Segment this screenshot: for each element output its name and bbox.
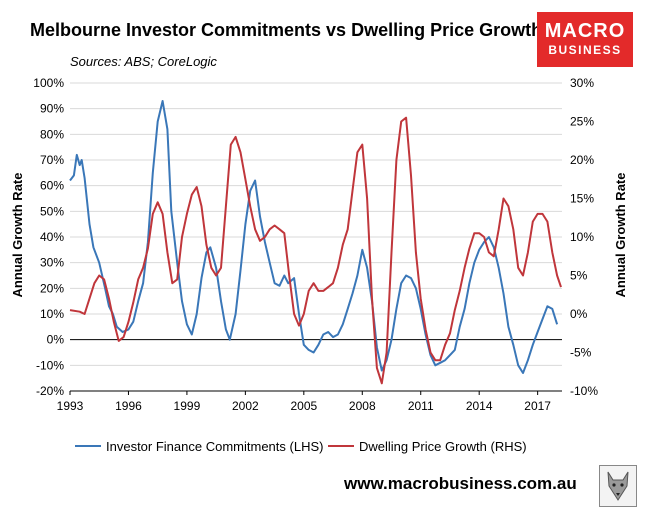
left-tick-label: 70%	[40, 153, 64, 167]
right-tick-label: 5%	[570, 269, 588, 283]
right-axis: -10% -5% 0% 5% 10% 15% 20% 25% 30%	[570, 76, 598, 398]
chart-subtitle: Sources: ABS; CoreLogic	[70, 54, 217, 69]
left-axis: -20% -10% 0% 10% 20% 30% 40% 50% 60% 70% 80% 90% 100…	[33, 76, 64, 398]
right-tick-label: 25%	[570, 115, 594, 129]
macrobusiness-logo: MACRO BUSINESS	[537, 12, 633, 67]
x-tick-label: 1999	[174, 399, 201, 413]
x-tick-label: 2002	[232, 399, 259, 413]
right-tick-label: 0%	[570, 307, 588, 321]
investor-commitments-line	[69, 100, 559, 374]
x-tick-label: 1996	[115, 399, 142, 413]
left-tick-label: 80%	[40, 127, 64, 141]
logo-line2: BUSINESS	[548, 43, 622, 57]
series-lines	[69, 100, 562, 385]
left-tick-label: 10%	[40, 307, 64, 321]
right-tick-label: 20%	[570, 153, 594, 167]
left-tick-label: 60%	[40, 179, 64, 193]
x-tick-label: 2011	[408, 399, 434, 413]
y-axis-label-left: Annual Growth Rate	[10, 173, 25, 298]
chart-title: Melbourne Investor Commitments vs Dwelli…	[30, 20, 543, 40]
right-tick-label: -5%	[570, 346, 592, 360]
x-tick-label: 2008	[349, 399, 376, 413]
legend-label: Investor Finance Commitments (LHS)	[106, 439, 323, 454]
wolf-logo-icon	[599, 465, 637, 507]
website-url[interactable]: www.macrobusiness.com.au	[344, 474, 577, 493]
legend-item-price: Dwelling Price Growth (RHS)	[328, 439, 527, 454]
left-tick-label: 20%	[40, 281, 64, 295]
left-tick-label: -10%	[36, 358, 64, 372]
left-tick-label: -20%	[36, 384, 64, 398]
dwelling-price-line	[69, 116, 562, 385]
x-tick-label: 2005	[290, 399, 317, 413]
left-tick-label: 30%	[40, 256, 64, 270]
legend-label: Dwelling Price Growth (RHS)	[359, 439, 527, 454]
logo-line1: MACRO	[544, 20, 626, 42]
x-tick-label: 1993	[57, 399, 84, 413]
y-axis-label-right: Annual Growth Rate	[613, 173, 628, 298]
left-tick-label: 40%	[40, 230, 64, 244]
right-tick-label: 10%	[570, 230, 594, 244]
legend: Investor Finance Commitments (LHS) Dwelli…	[75, 439, 527, 454]
x-axis: 1993 1996 1999 2002 2005 2008 2011 2014 2017	[57, 390, 562, 413]
right-tick-label: 15%	[570, 192, 594, 206]
x-tick-label: 2014	[466, 399, 493, 413]
left-tick-label: 100%	[33, 76, 64, 90]
left-tick-label: 50%	[40, 204, 64, 218]
left-tick-label: 0%	[47, 333, 65, 347]
legend-item-investor: Investor Finance Commitments (LHS)	[75, 439, 323, 454]
right-tick-label: 30%	[570, 76, 594, 90]
x-tick-label: 2017	[524, 399, 551, 413]
right-tick-label: -10%	[570, 384, 598, 398]
left-tick-label: 90%	[40, 102, 64, 116]
